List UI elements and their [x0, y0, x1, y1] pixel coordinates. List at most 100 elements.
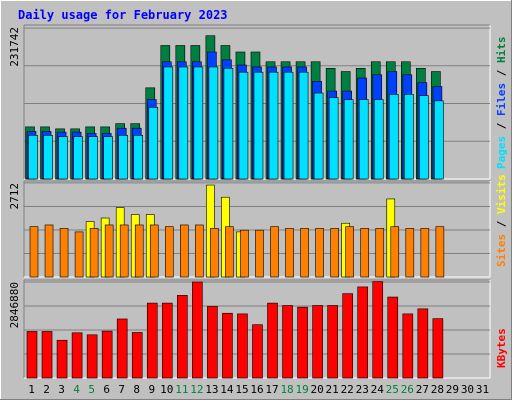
kbytes-bar — [71, 332, 83, 379]
x-tick-label: 1 — [28, 383, 35, 396]
kbytes-bar — [86, 334, 98, 379]
kbytes-bar — [372, 281, 384, 379]
sites-bar — [210, 228, 219, 278]
legend-separator: / — [495, 116, 508, 136]
sites-bar — [119, 224, 129, 278]
kbytes-bar — [267, 302, 278, 379]
kbytes-bar — [131, 332, 143, 379]
x-tick-label: 6 — [103, 383, 110, 396]
pages-bar — [28, 135, 38, 180]
legend-files: Files — [495, 83, 508, 116]
pages-bar — [434, 100, 444, 180]
chart-title: Daily usage for February 2023 — [18, 8, 228, 22]
kbytes-bar — [177, 295, 188, 379]
panel-legend: KBytes — [495, 328, 508, 368]
pages-bar — [238, 71, 249, 180]
legend-kbytes: KBytes — [495, 328, 508, 368]
panel-legend: Pages / Files / Hits — [495, 37, 508, 170]
sites-bar — [74, 231, 84, 278]
x-tick-label: 19 — [295, 383, 308, 396]
sites-bar — [89, 228, 99, 278]
sites-bar — [285, 228, 294, 278]
sites-bar — [345, 226, 354, 278]
kbytes-bar — [207, 306, 218, 379]
kbytes-bar — [252, 324, 263, 379]
x-tick-label: 16 — [250, 383, 263, 396]
kbytes-bar — [387, 296, 399, 379]
pages-bar — [208, 66, 219, 180]
x-tick-label: 28 — [431, 383, 444, 396]
pages-bar — [178, 66, 189, 180]
y-max-label: 2712 — [8, 183, 21, 210]
pages-bar — [193, 66, 204, 180]
sites-bar — [315, 228, 324, 278]
legend-sites: Sites — [495, 234, 508, 267]
kbytes-bar — [327, 305, 338, 379]
x-tick-label: 26 — [401, 383, 414, 396]
pages-bar — [133, 135, 144, 180]
x-tick-label: 29 — [446, 383, 459, 396]
kbytes-bar — [56, 339, 68, 379]
kbytes-bar — [357, 286, 369, 379]
pages-bar — [103, 136, 113, 180]
pages-bar — [223, 67, 234, 180]
kbytes-bar — [417, 308, 429, 379]
sites-bar — [360, 228, 370, 278]
x-tick-label: 15 — [235, 383, 248, 396]
kbytes-bar — [282, 305, 293, 379]
x-tick-label: 12 — [190, 383, 203, 396]
pages-bar — [313, 92, 324, 180]
panel-1: 231742 Pages / Files / Hits — [8, 24, 508, 180]
pages-bar — [358, 99, 369, 180]
x-tick-label: 9 — [148, 383, 155, 396]
sites-bar — [134, 224, 144, 278]
panel-2: 2712 Sites / Visits — [8, 174, 508, 278]
pages-bar — [343, 99, 354, 180]
sites-bar — [435, 226, 445, 278]
x-tick-label: 22 — [341, 383, 354, 396]
sites-bar — [164, 226, 174, 278]
pages-bar — [163, 66, 174, 180]
sites-bar — [420, 228, 430, 278]
pages-bar — [73, 136, 83, 180]
kbytes-bar — [402, 313, 414, 379]
panel-legend: Sites / Visits — [495, 174, 508, 267]
x-tick-label: 4 — [73, 383, 80, 396]
legend-pages: Pages — [495, 136, 508, 169]
x-tick-label: 3 — [58, 383, 65, 396]
pages-bar — [253, 71, 264, 180]
x-tick-label: 11 — [175, 383, 188, 396]
pages-bar — [58, 136, 68, 180]
kbytes-bar — [161, 302, 173, 379]
legend-visits: Visits — [495, 174, 508, 214]
y-max-label: 2846880 — [8, 282, 21, 328]
x-tick-label: 27 — [416, 383, 429, 396]
x-axis-labels: 1 2 3 4 5 6 7 8 9 10 11 12 13 14 15 16 17 18 19 20 21 22 23 24 2… — [28, 383, 489, 396]
kbytes-bar — [432, 318, 444, 379]
pages-bar — [328, 97, 339, 180]
pages-bar — [388, 94, 399, 180]
y-max-label: 231742 — [8, 27, 21, 67]
pages-bar — [88, 136, 98, 180]
kbytes-bar — [192, 281, 203, 379]
sites-bar — [375, 228, 385, 278]
pages-bar — [419, 95, 429, 180]
x-tick-label: 7 — [118, 383, 125, 396]
legend-separator: / — [495, 214, 508, 234]
x-tick-label: 5 — [88, 383, 95, 396]
pages-bar — [298, 71, 309, 180]
sites-bar — [149, 224, 159, 278]
x-tick-label: 24 — [371, 383, 385, 396]
x-tick-label: 20 — [311, 383, 324, 396]
kbytes-bar — [26, 331, 38, 379]
x-tick-label: 10 — [160, 383, 173, 396]
x-tick-label: 23 — [356, 383, 369, 396]
sites-bar — [255, 229, 264, 278]
kbytes-bar — [41, 331, 53, 379]
x-tick-label: 8 — [133, 383, 140, 396]
x-tick-label: 18 — [280, 383, 293, 396]
pages-bar — [283, 71, 294, 180]
kbytes-bar — [222, 312, 233, 379]
